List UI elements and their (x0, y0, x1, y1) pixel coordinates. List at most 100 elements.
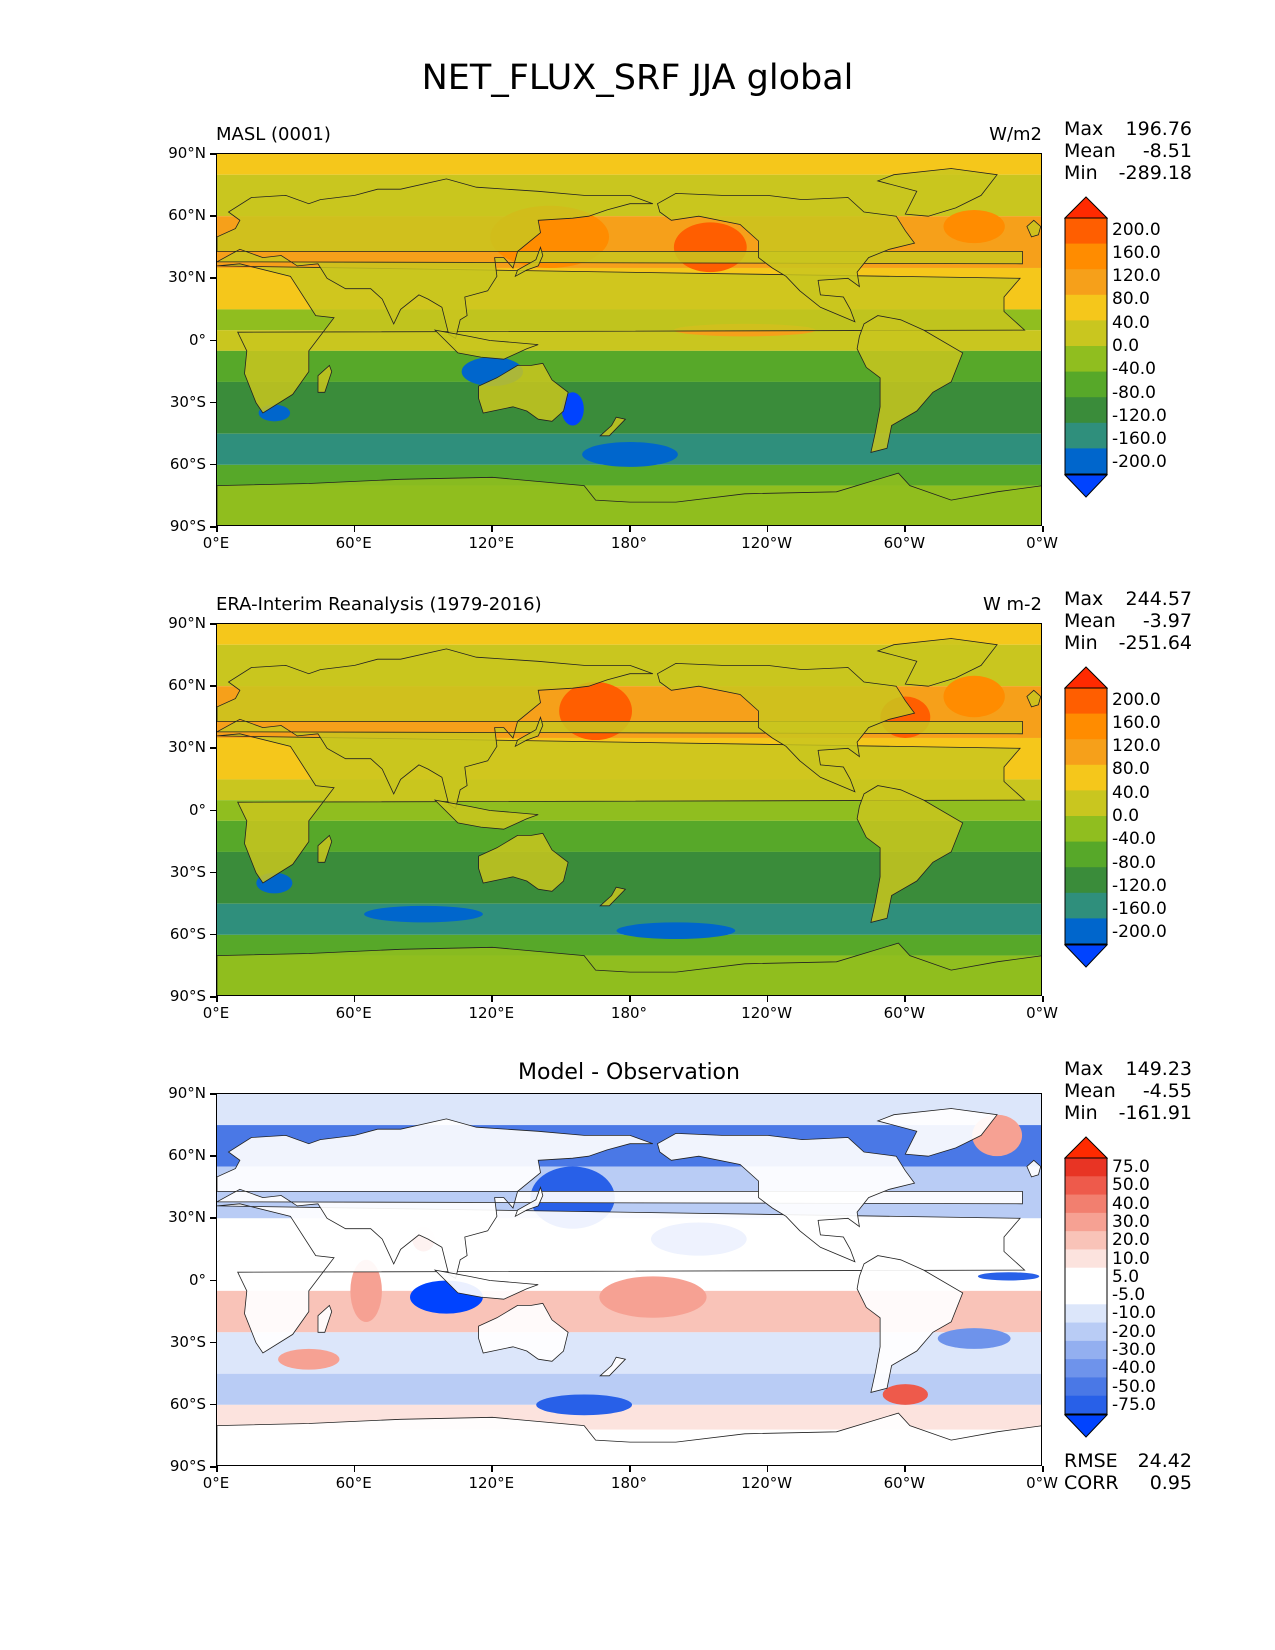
coastline-antarctica (217, 472, 1041, 525)
field-anomaly-4 (616, 922, 736, 939)
colorbar-tick-label: -120.0 (1112, 405, 1167, 426)
y-tick-mark (210, 1466, 216, 1468)
colorbar-segment (1065, 1359, 1107, 1378)
colorbar-segment (1065, 346, 1107, 373)
colorbar-extend-min (1064, 944, 1108, 968)
coastline-greenland (876, 638, 998, 687)
field-anomaly-6 (278, 1348, 340, 1370)
y-tick-label: 90°N (168, 614, 206, 632)
colorbar-segment (1065, 1322, 1107, 1342)
y-tick-label: 90°N (168, 1084, 206, 1102)
stats-box: Max 149.23 Mean -4.55 Min -161.91 (1064, 1058, 1192, 1124)
coastline-namerica (657, 192, 916, 323)
y-tick-mark (210, 933, 216, 936)
colorbar-segment (1065, 320, 1107, 347)
colorbar-tick-label: 75.0 (1112, 1157, 1150, 1178)
colorbar-tick-label: -200.0 (1112, 922, 1167, 943)
x-tick-label: 0°E (202, 1004, 230, 1022)
x-tick-mark (1042, 526, 1044, 532)
y-tick-label: 30°N (168, 268, 206, 287)
colorbar-tick-label: -20.0 (1112, 1321, 1156, 1342)
colorbar-tick-label: -80.0 (1112, 852, 1156, 873)
colorbar-segment (1065, 688, 1107, 715)
colorbar-tick-label: -80.0 (1112, 382, 1156, 403)
field-anomaly-10 (977, 1272, 1040, 1281)
x-tick-label: 180° (610, 1004, 648, 1022)
x-tick-mark (491, 996, 493, 1002)
y-tick-mark (210, 809, 216, 811)
y-tick-label: 90°N (168, 144, 206, 162)
y-tick-label: 0° (188, 330, 206, 349)
colorbar-svg (1064, 196, 1108, 498)
y-tick-label: 90°S (169, 1457, 206, 1475)
colorbar-tick-label: -30.0 (1112, 1340, 1156, 1360)
y-tick-label: 90°S (169, 987, 206, 1005)
colorbar-segment (1065, 1286, 1107, 1305)
colorbar-tick-label: 40.0 (1112, 782, 1150, 803)
coastline-indonesia (433, 1269, 539, 1300)
colorbar-tick-label: -10.0 (1112, 1303, 1156, 1324)
y-tick-label: 60°S (169, 924, 206, 943)
stat-min: -161.91 (1118, 1102, 1192, 1124)
colorbar-segment (1065, 218, 1107, 245)
panel-title-left: MASL (0001) (216, 124, 331, 145)
coastline-madagascar (317, 364, 333, 393)
coastline-namerica (657, 1132, 916, 1263)
coastline-nz (599, 416, 627, 437)
colorbar-segment (1065, 1249, 1107, 1269)
coastline-greenland (876, 168, 998, 217)
coastline-indonesia (433, 329, 539, 360)
stat-min-label: Min (1064, 1102, 1098, 1124)
y-tick-mark (210, 153, 216, 155)
map-plot-area (216, 1093, 1042, 1466)
panel-units: W m-2 (982, 594, 1042, 615)
y-tick-mark (210, 996, 216, 998)
stat-mean: -4.55 (1142, 1080, 1192, 1102)
colorbar-tick-label: 0.0 (1112, 806, 1140, 826)
colorbar-svg (1064, 1136, 1108, 1438)
coastline-australia (478, 832, 569, 892)
colorbar-tick-label: -5.0 (1112, 1285, 1146, 1306)
stat-max: 149.23 (1125, 1058, 1192, 1080)
colorbar-segment (1065, 739, 1107, 766)
y-tick-mark (210, 623, 216, 625)
colorbar-segment (1065, 448, 1107, 475)
x-tick-label: 120°W (741, 1474, 793, 1492)
x-tick-label: 180° (610, 1474, 648, 1492)
x-tick-label: 180° (610, 534, 648, 552)
y-tick-mark (210, 215, 216, 217)
coastline-eurasia (217, 648, 1023, 810)
colorbar-segment (1065, 764, 1107, 791)
x-tick-mark (766, 1466, 769, 1472)
y-tick-label: 30°S (169, 862, 206, 881)
x-tick-label: 120°W (741, 1004, 793, 1022)
x-tick-label: 0°E (202, 1474, 230, 1492)
field-anomaly-5 (943, 675, 1005, 718)
colorbar-tick-label: 0.0 (1112, 336, 1140, 356)
rmse-value: 24.42 (1137, 1450, 1192, 1472)
field-anomaly-5 (582, 442, 678, 467)
stat-mean: -8.51 (1142, 140, 1192, 162)
stat-min: -251.64 (1118, 632, 1192, 654)
field-anomaly-9 (536, 1394, 632, 1416)
colorbar-segment (1065, 713, 1107, 740)
colorbar-tick-label: 120.0 (1112, 266, 1161, 287)
colorbar-tick-label: 40.0 (1112, 1193, 1150, 1214)
y-tick-mark (210, 277, 216, 279)
y-tick-label: 30°N (168, 738, 206, 757)
colorbar-tick-label: -40.0 (1112, 829, 1156, 850)
coastline-australia (478, 362, 569, 422)
y-tick-mark (210, 526, 216, 528)
corr-value: 0.95 (1149, 1472, 1192, 1494)
y-tick-label: 30°S (169, 1332, 206, 1351)
colorbar-tick-label: -120.0 (1112, 875, 1167, 896)
field-band-5 (217, 330, 1041, 351)
coastline-nz (599, 886, 627, 907)
x-tick-mark (216, 1466, 218, 1472)
x-tick-mark (353, 996, 356, 1002)
panel-difference: Model - Observation 90°N 60°N 30°N 0° 30°S 60… (0, 940, 1275, 1492)
x-tick-mark (904, 996, 906, 1002)
x-tick-label: 120°E (468, 534, 515, 552)
colorbar-extend-max (1064, 196, 1108, 219)
map-field (217, 154, 1041, 525)
